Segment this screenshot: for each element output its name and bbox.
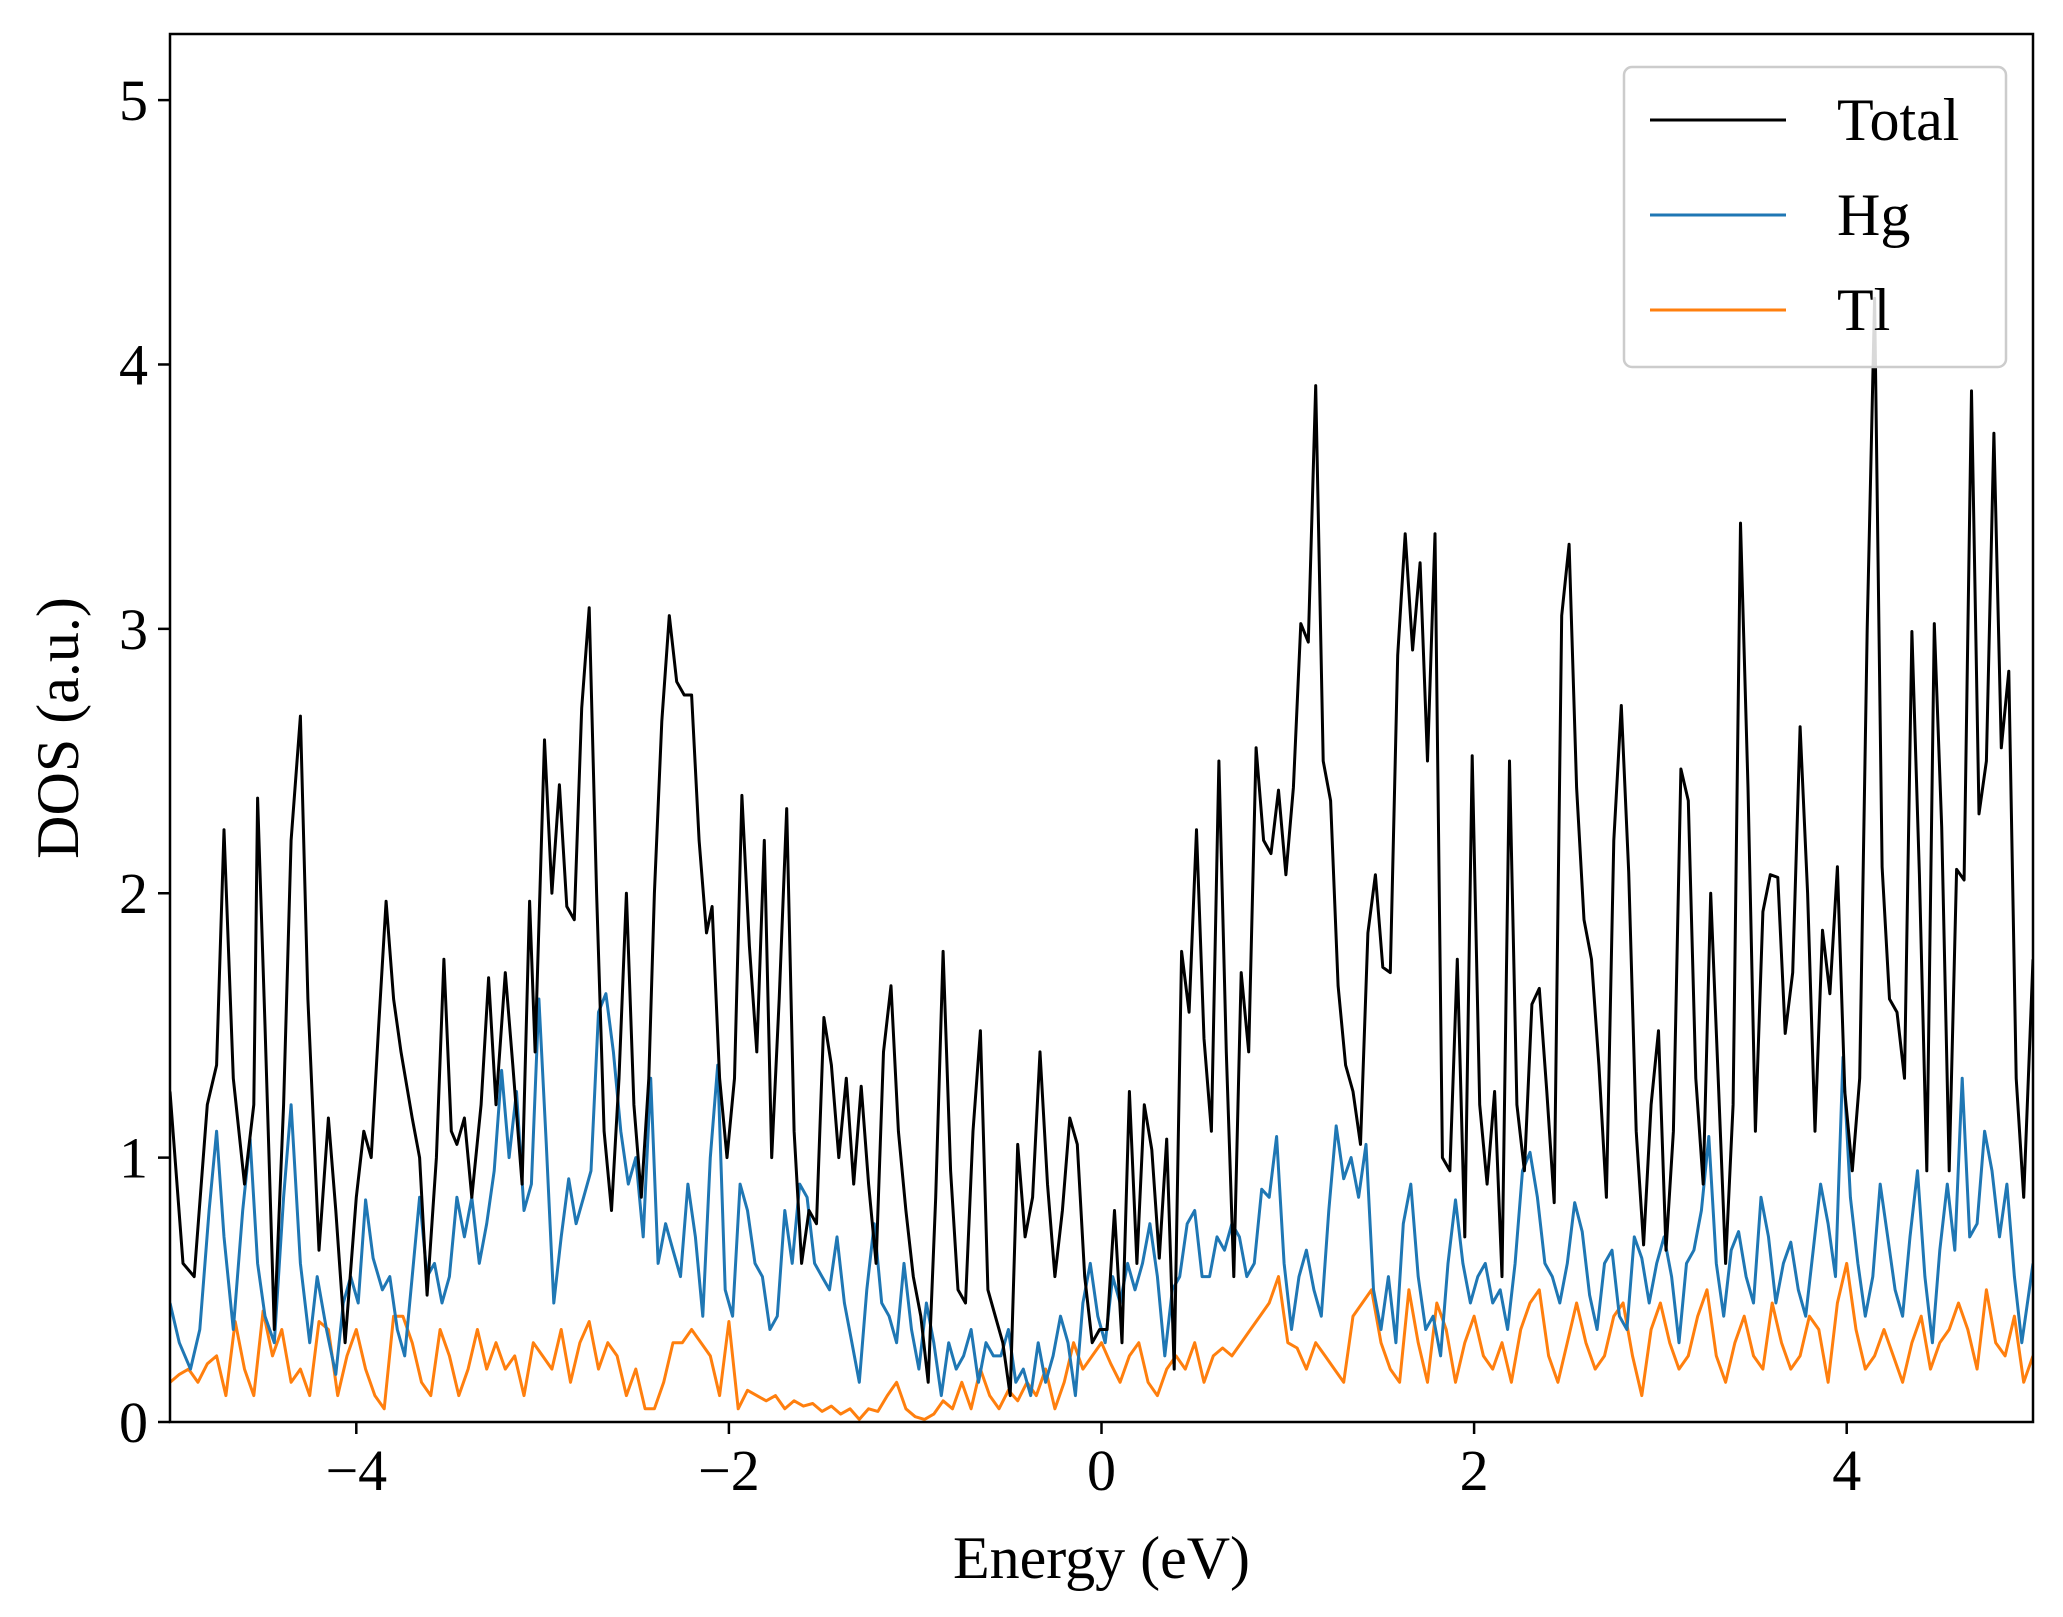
y-tick-label: 5 bbox=[119, 68, 148, 133]
legend-label-hg: Hg bbox=[1837, 182, 1910, 248]
y-tick-label: 1 bbox=[119, 1126, 148, 1191]
legend-label-total: Total bbox=[1837, 87, 1959, 153]
x-tick-label: 0 bbox=[1087, 1438, 1116, 1503]
series-line-total bbox=[170, 296, 2033, 1398]
x-tick-label: 4 bbox=[1832, 1438, 1861, 1503]
y-tick-label: 4 bbox=[119, 332, 148, 397]
series-layer bbox=[170, 296, 2033, 1421]
legend-label-tl: Tl bbox=[1837, 277, 1890, 343]
x-tick-label: 2 bbox=[1460, 1438, 1489, 1503]
x-tick-label: −4 bbox=[325, 1438, 387, 1503]
legend-box bbox=[1622, 65, 2008, 369]
x-tick-label: −2 bbox=[698, 1438, 760, 1503]
y-tick-label: 3 bbox=[119, 597, 148, 662]
x-axis-label: Energy (eV) bbox=[953, 1525, 1250, 1591]
axes-layer: −4 −2 0 2 4 0 1 2 3 4 5 bbox=[119, 32, 2035, 1503]
y-tick-label: 0 bbox=[119, 1390, 148, 1455]
legend: Total Hg Tl bbox=[1622, 65, 2008, 369]
y-axis-label: DOS (a.u.) bbox=[25, 597, 91, 859]
series-line-hg bbox=[170, 992, 2033, 1398]
series-line-tl bbox=[170, 1261, 2033, 1421]
y-tick-label: 2 bbox=[119, 861, 148, 926]
